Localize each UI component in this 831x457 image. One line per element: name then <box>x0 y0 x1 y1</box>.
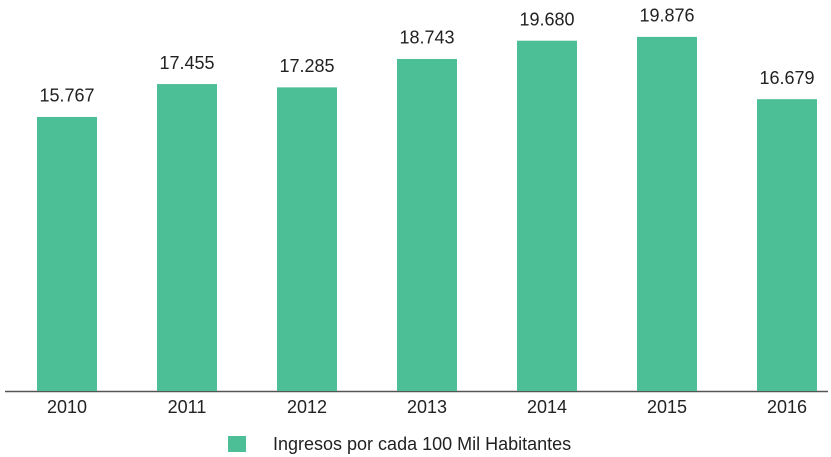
data-label: 18.743 <box>399 28 454 48</box>
data-label: 19.876 <box>639 6 694 26</box>
x-tick-label: 2012 <box>287 397 327 417</box>
x-tick-label: 2014 <box>527 397 567 417</box>
data-label: 19.680 <box>519 9 574 29</box>
bar <box>637 36 697 392</box>
bar <box>157 84 217 392</box>
x-tick-label: 2010 <box>47 397 87 417</box>
x-tick-label: 2016 <box>767 397 807 417</box>
bar <box>37 116 97 391</box>
data-label: 17.455 <box>159 53 214 73</box>
data-label: 17.285 <box>279 56 334 76</box>
x-tick-label: 2011 <box>168 397 207 417</box>
legend-label: Ingresos por cada 100 Mil Habitantes <box>273 434 571 454</box>
bar <box>517 40 577 391</box>
data-label: 15.767 <box>39 86 94 106</box>
bar <box>277 87 337 392</box>
legend-swatch <box>228 436 246 452</box>
data-label: 16.679 <box>759 68 814 88</box>
x-tick-label: 2013 <box>407 397 447 417</box>
bar <box>757 99 817 391</box>
x-tick-label: 2015 <box>647 397 687 417</box>
bar <box>397 58 457 391</box>
